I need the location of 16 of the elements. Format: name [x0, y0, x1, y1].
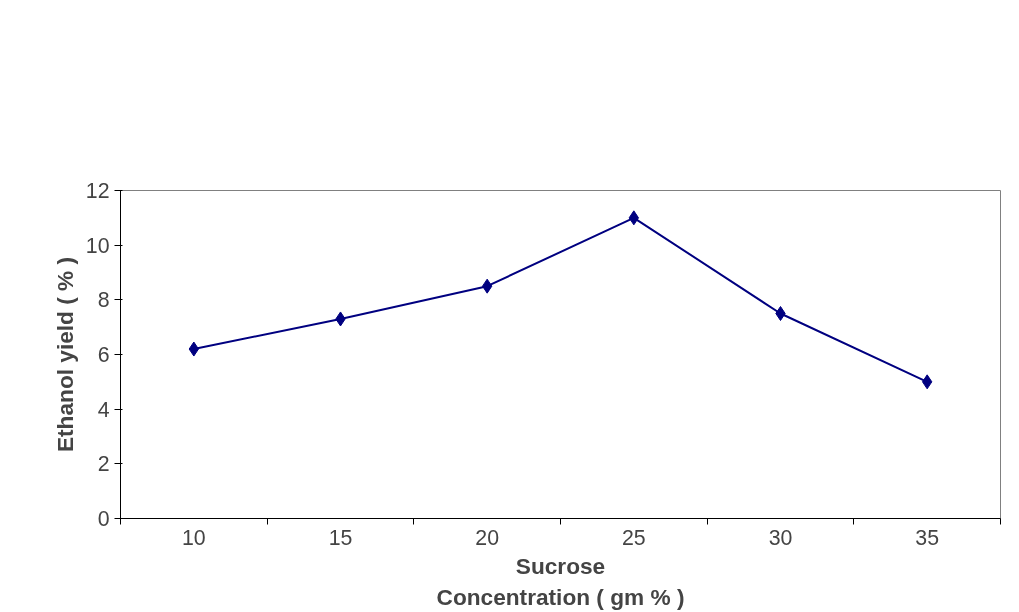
y-tick-label: 6 [97, 343, 110, 367]
y-tick-label: 4 [97, 397, 110, 422]
y-tick-label: 8 [97, 288, 110, 313]
y-axis-title: Ethanol yield ( % ) [51, 256, 78, 453]
y-tick-label: 2 [97, 452, 110, 477]
y-tick-label: 0 [97, 507, 110, 531]
y-tick-label: 12 [85, 179, 110, 203]
x-tick-label: 25 [621, 525, 646, 550]
x-axis-title: Sucrose Concentration ( gm % ) [436, 552, 685, 610]
x-tick-label: 20 [475, 525, 500, 550]
x-tick-label: 30 [768, 525, 793, 550]
x-tick-label: 15 [328, 525, 353, 550]
y-tick-label: 10 [85, 233, 110, 258]
point [775, 306, 786, 321]
x-tick-label: 10 [181, 525, 206, 550]
x-tick-label: 35 [915, 525, 940, 550]
